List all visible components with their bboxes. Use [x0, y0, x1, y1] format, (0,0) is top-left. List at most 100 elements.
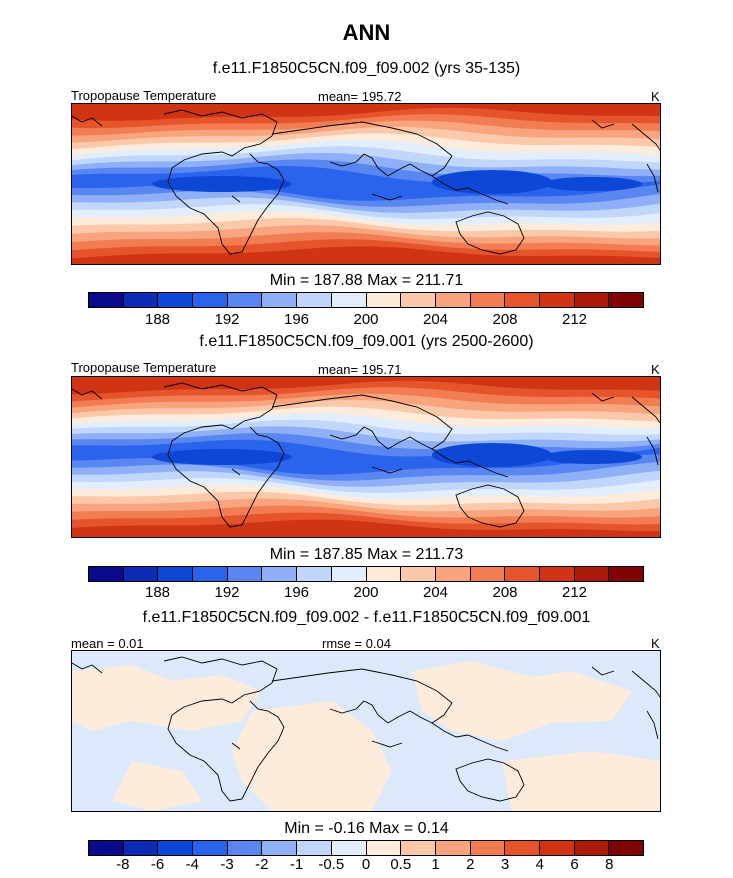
colorbar-swatch [609, 293, 643, 307]
colorbar-tick-label: 3 [500, 856, 510, 873]
colorbar-tick-label: -2 [255, 856, 269, 873]
colorbar-swatch [609, 841, 643, 855]
panel3-minmax: Min = -0.16 Max = 0.14 [284, 820, 449, 837]
colorbar-swatch [470, 293, 506, 307]
coastline-segment [72, 662, 103, 674]
colorbar-tick-label: 200 [353, 584, 379, 601]
colorbar-tick-label: 212 [561, 311, 588, 328]
cold-core [152, 176, 292, 192]
cold-core [542, 177, 642, 191]
colorbar-tick-label: 192 [214, 311, 240, 328]
colorbar-swatch [470, 567, 506, 581]
coastline-segment [371, 466, 403, 474]
colorbar-tick-label: 192 [214, 584, 240, 601]
panel2-field [72, 377, 660, 537]
colorbar-swatch [470, 841, 506, 855]
coastline-segment [271, 394, 453, 450]
colorbar-swatch [227, 567, 263, 581]
colorbar-tick-label: 208 [492, 311, 518, 328]
coastline-segment [163, 656, 285, 802]
colorbar-tick-label: 0.5 [390, 856, 412, 873]
colorbar-swatch [158, 293, 194, 307]
colorbar-swatch [435, 567, 471, 581]
colorbar-swatch [539, 293, 575, 307]
colorbar-swatch [158, 841, 194, 855]
colorbar-tick-label: -1 [289, 856, 304, 873]
colorbar-tick-label: 208 [492, 584, 518, 601]
colorbar-swatch [574, 293, 610, 307]
panel2-colorbar-ticks: 188 192 196 200 204 208 212 [88, 584, 644, 604]
panel3-map [71, 650, 661, 812]
panel2-map [71, 376, 661, 538]
coastline-segment [431, 448, 509, 478]
panel3-title: f.e11.F1850C5CN.f09_f09.002 - f.e11.F185… [142, 609, 591, 626]
colorbar-swatch [89, 293, 124, 307]
panel3-rmse-label: rmse = 0.04 [322, 636, 392, 651]
colorbar-tick-label: -0.5 [318, 856, 345, 873]
colorbar-swatch [227, 841, 263, 855]
panel3-units-label: K [651, 636, 660, 651]
positive-difference-region [112, 761, 202, 811]
colorbar-swatch [331, 567, 367, 581]
colorbar-swatch [331, 841, 367, 855]
panel1-map [71, 103, 661, 265]
coastline-segment [455, 211, 525, 255]
colorbar-tick-label: 0 [361, 856, 371, 873]
colorbar-tick-label: 212 [561, 584, 588, 601]
colorbar-tick-label: 8 [605, 856, 614, 873]
colorbar-tick-label: 204 [422, 311, 449, 328]
positive-difference-region [232, 701, 392, 811]
panel2-variable-label: Tropopause Temperature [71, 360, 217, 375]
coastline-segment [591, 119, 615, 129]
positive-difference-region [502, 751, 660, 811]
coastline-segment [371, 193, 403, 201]
colorbar-swatch [401, 841, 436, 855]
coastline-segment [231, 742, 241, 750]
cold-core [542, 450, 642, 464]
panel1-minmax: Min = 187.88 Max = 211.71 [269, 272, 464, 289]
colorbar-swatch [574, 567, 610, 581]
coastline-segment [455, 484, 525, 528]
coastline-segment [646, 163, 659, 193]
colorbar-swatch [609, 567, 643, 581]
colorbar-swatch [539, 841, 575, 855]
colorbar-swatch [366, 293, 402, 307]
panel3-mean-label: mean = 0.01 [71, 636, 144, 651]
colorbar-swatch [193, 567, 228, 581]
figure-title: ANN [342, 20, 391, 45]
colorbar-swatch [297, 293, 332, 307]
colorbar-swatch [123, 841, 159, 855]
panel1-units-label: K [651, 89, 660, 104]
colorbar-tick-label: 4 [535, 856, 544, 873]
panel1-mean-label: mean= 195.72 [318, 89, 402, 104]
colorbar-tick-label: -6 [150, 856, 165, 873]
panel1-colorbar [88, 292, 644, 308]
colorbar-swatch [193, 293, 228, 307]
coastlines [72, 382, 660, 528]
positive-difference-region [72, 665, 262, 731]
coastline-segment [231, 468, 241, 476]
panel1-title: f.e11.F1850C5CN.f09_f09.002 (yrs 35-135) [212, 60, 521, 77]
colorbar-swatch [158, 567, 194, 581]
colorbar-tick-label: 1 [431, 856, 440, 873]
coastline-segment [631, 670, 660, 698]
coastline-segment [431, 722, 509, 752]
colorbar-swatch [401, 293, 436, 307]
colorbar-swatch [539, 567, 575, 581]
coastline-segment [371, 740, 403, 748]
panel2-units-label: K [651, 362, 660, 377]
colorbar-tick-label: 2 [466, 856, 475, 873]
coastline-segment [591, 392, 615, 402]
colorbar-tick-label: 196 [283, 584, 310, 601]
colorbar-tick-label: 196 [283, 311, 310, 328]
colorbar-tick-label: 200 [353, 311, 379, 328]
panel2-mean-label: mean= 195.71 [318, 362, 402, 377]
colorbar-swatch [227, 293, 263, 307]
panel3-colorbar [88, 840, 644, 856]
colorbar-swatch [435, 293, 471, 307]
colorbar-swatch [193, 841, 228, 855]
cold-core [152, 449, 292, 465]
colorbar-swatch [401, 567, 436, 581]
colorbar-swatch [435, 841, 471, 855]
panel2-minmax: Min = 187.85 Max = 211.73 [269, 546, 464, 563]
